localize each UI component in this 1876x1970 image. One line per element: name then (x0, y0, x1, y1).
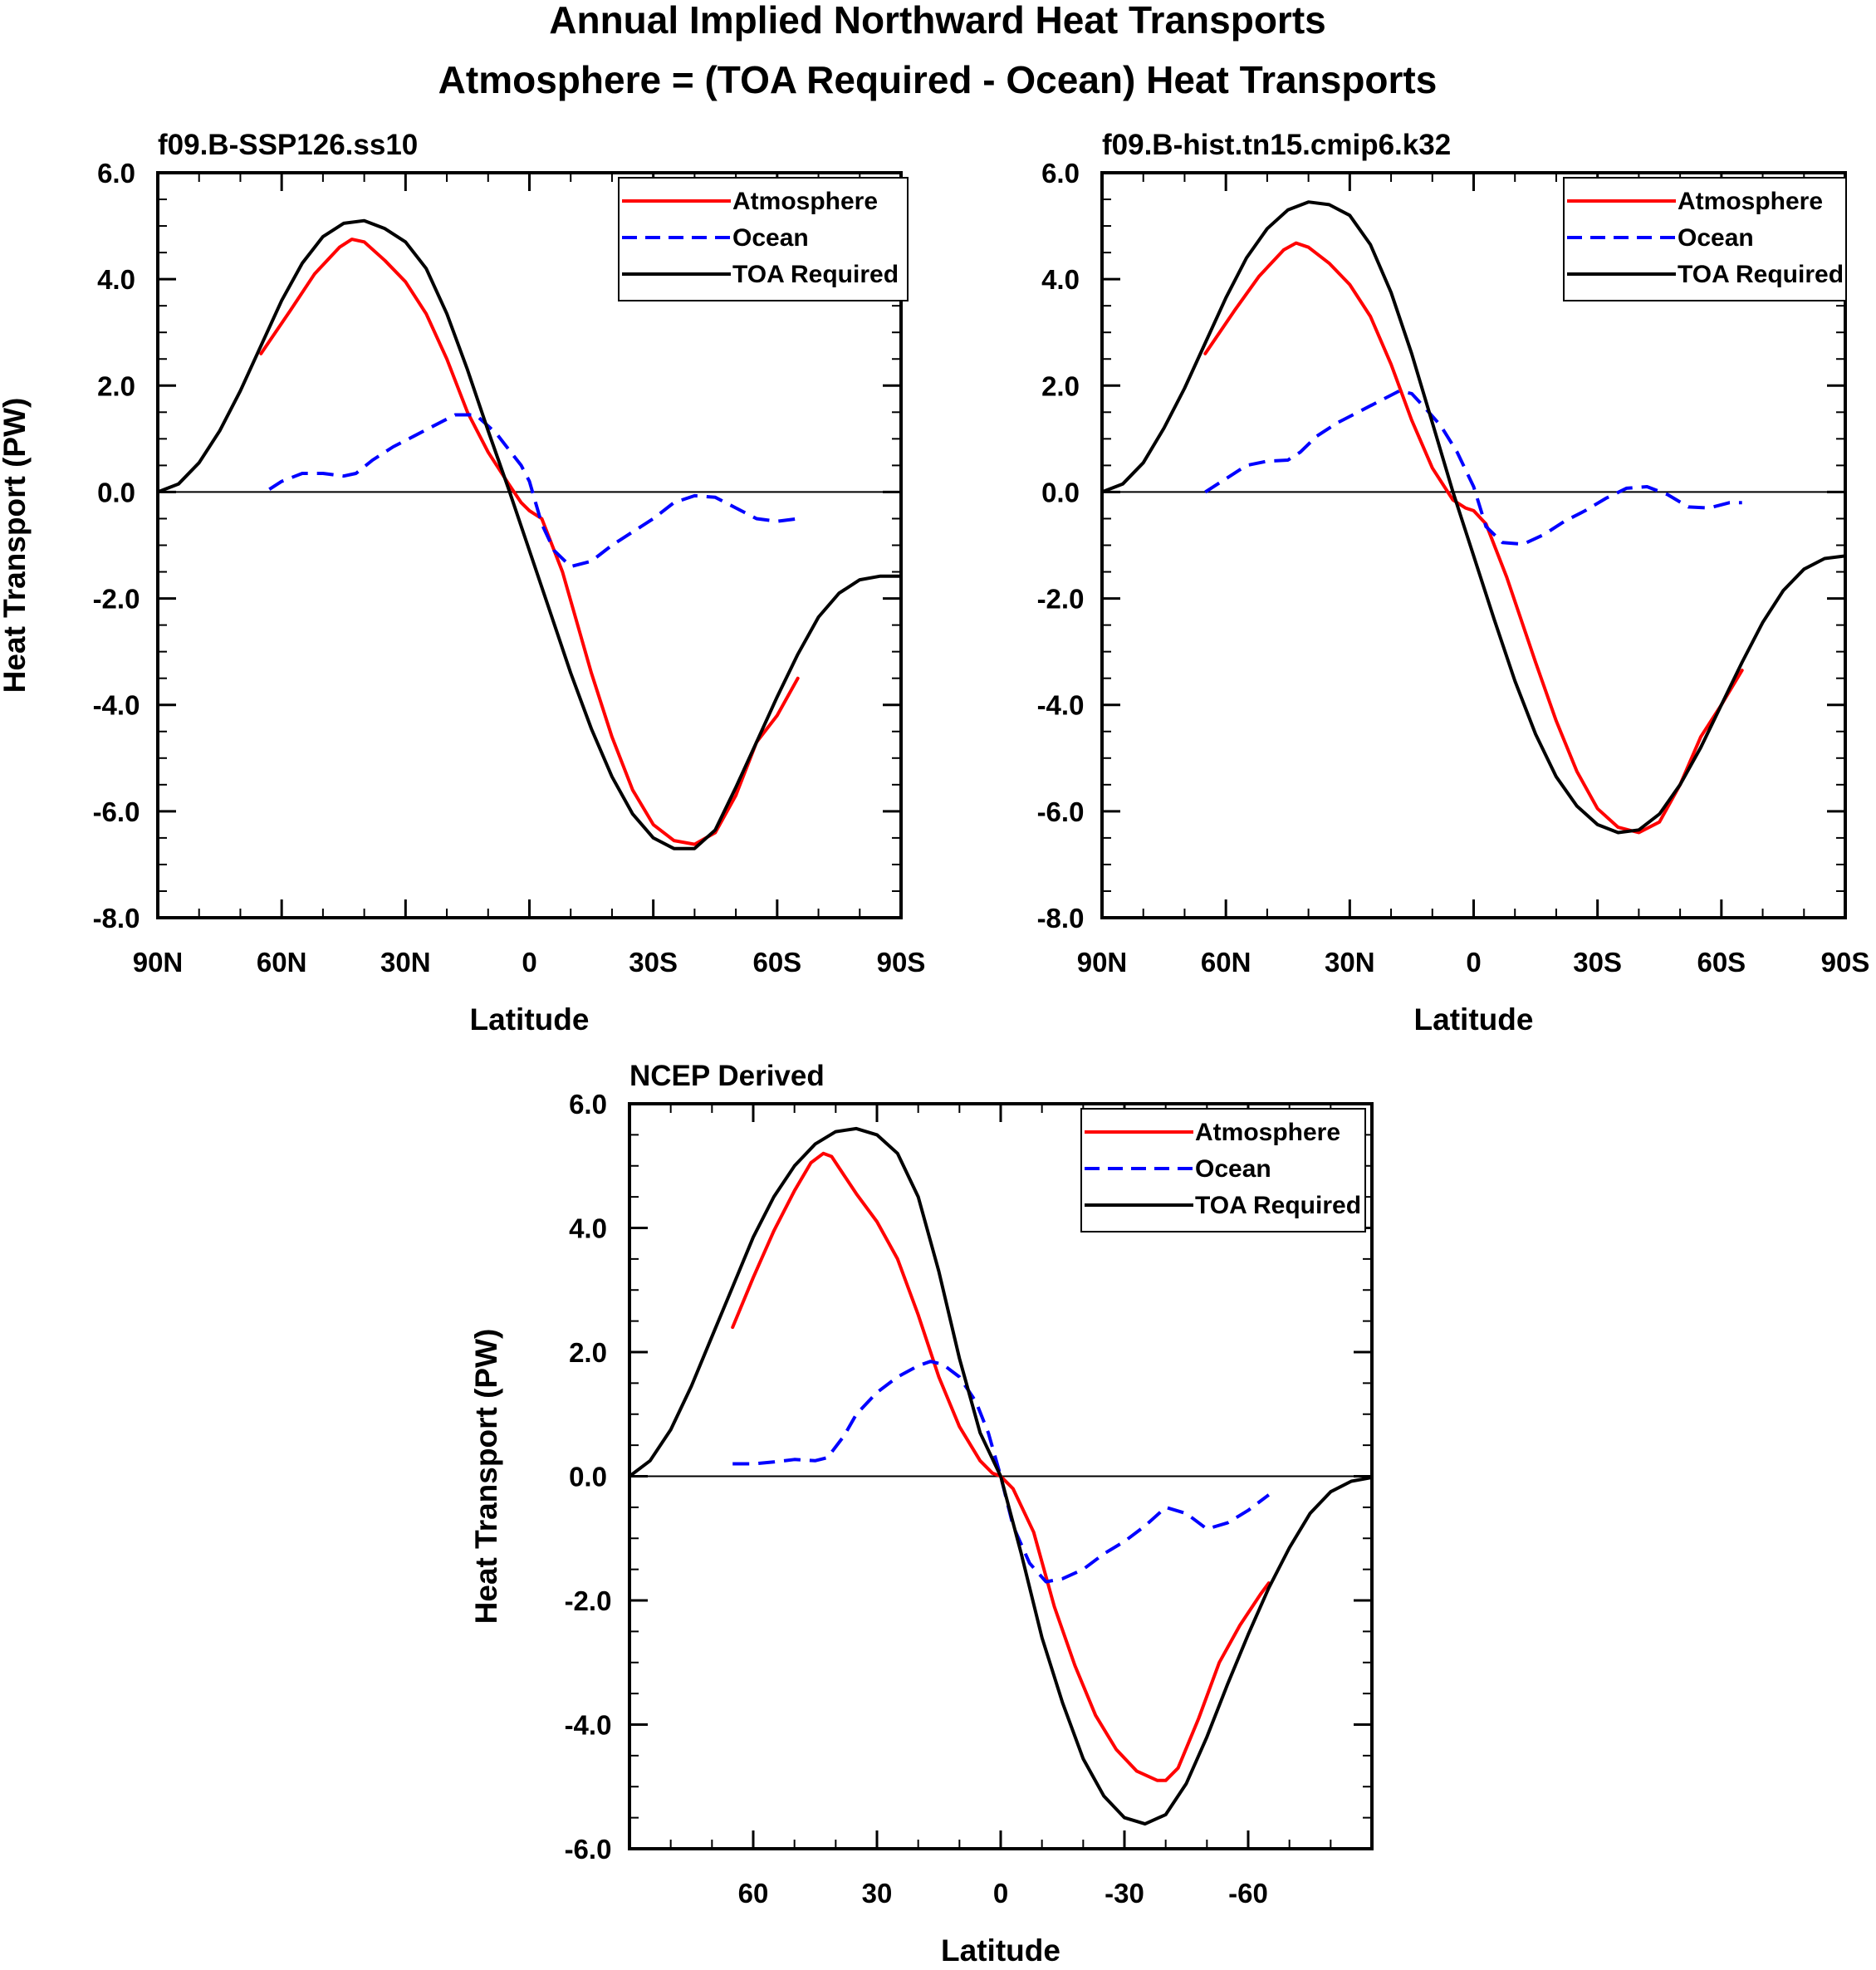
panel-ncep-derived: 6.0 4.0 2.0 0.0 -2.0 -4.0 -6.0 60 30 0 -30 -60 Latit… (469, 1060, 1374, 1968)
y-tick-label: -2.0 (565, 1585, 612, 1616)
y-tick-label: -6.0 (1037, 796, 1085, 827)
x-tick-label: 60S (752, 947, 801, 978)
panel-title: f09.B-hist.tn15.cmip6.k32 (1102, 129, 1451, 161)
legend-label: Ocean (1678, 224, 1754, 252)
x-tick-label: 30S (629, 947, 678, 978)
x-tick-label: 90S (1821, 947, 1870, 978)
x-tick-label: 0 (993, 1878, 1008, 1909)
y-tick-label: -2.0 (93, 584, 140, 615)
panel-hist-cmip6: 6.0 4.0 2.0 0.0 -2.0 -4.0 -6.0 -8.0 90N 60N 30N 0 30… (1037, 129, 1870, 1036)
y-tick-label: 0.0 (97, 477, 135, 507)
y-tick-label: 0.0 (569, 1462, 607, 1492)
y-tick-label: -4.0 (1037, 690, 1085, 721)
legend-label: TOA Required (1678, 261, 1844, 288)
x-tick-label: 60S (1697, 947, 1746, 978)
figure-title-line2: Atmosphere = (TOA Required - Ocean) Heat… (438, 58, 1438, 101)
x-tick-label: 90N (1077, 947, 1128, 978)
y-tick-label: 6.0 (97, 158, 135, 189)
y-tick-label: -8.0 (93, 903, 140, 934)
toa-required-line (158, 218, 901, 850)
legend-label: Atmosphere (1678, 188, 1823, 215)
y-tick-label: 2.0 (1041, 370, 1080, 401)
x-tick-label: 30N (1325, 947, 1375, 978)
x-axis-label: Latitude (1414, 1002, 1534, 1036)
legend-label: Atmosphere (1195, 1119, 1340, 1146)
legend-box (618, 177, 909, 301)
toa-required-line (629, 1126, 1372, 1826)
x-tick-label: 60 (738, 1878, 769, 1909)
y-tick-label: -4.0 (565, 1710, 612, 1741)
panel-ssp126: 6.0 4.0 2.0 0.0 -2.0 -4.0 -6.0 -8.0 90N 60N 30N 0 30… (0, 129, 925, 1036)
legend-label: TOA Required (1195, 1192, 1361, 1219)
y-axis-label: Heat Transport (PW) (0, 398, 32, 693)
y-axis-label: Heat Transport (PW) (469, 1329, 503, 1625)
x-tick-label: -30 (1105, 1878, 1144, 1909)
x-tick-label: 0 (1466, 947, 1481, 978)
x-axis-label: Latitude (941, 1933, 1060, 1968)
panel-title: f09.B-SSP126.ss10 (158, 129, 418, 161)
y-tick-label: -4.0 (93, 690, 140, 721)
panel-title: NCEP Derived (629, 1060, 825, 1092)
x-tick-label: 90S (877, 947, 926, 978)
legend-label: Ocean (1195, 1155, 1271, 1183)
atmosphere-line (259, 238, 800, 846)
x-tick-label: 60N (257, 947, 307, 978)
y-tick-label: 6.0 (1041, 158, 1080, 189)
y-tick-label: 6.0 (569, 1089, 607, 1120)
legend-box (1080, 1108, 1366, 1232)
x-tick-label: 30N (380, 947, 431, 978)
x-tick-label: 0 (522, 947, 536, 978)
x-tick-label: 60N (1201, 947, 1251, 978)
ocean-line (1204, 389, 1742, 546)
y-tick-label: 4.0 (97, 264, 135, 295)
y-tick-label: 2.0 (569, 1337, 607, 1368)
atmosphere-line (731, 1151, 1271, 1782)
x-axis-label: Latitude (470, 1002, 590, 1036)
y-tick-label: -6.0 (93, 796, 140, 827)
y-tick-label: -2.0 (1037, 584, 1085, 615)
atmosphere-line (1203, 241, 1744, 835)
legend-label: TOA Required (732, 261, 899, 288)
toa-required-line (1102, 200, 1845, 835)
x-tick-label: 90N (133, 947, 184, 978)
legend-box (1563, 177, 1847, 301)
ocean-line (268, 413, 798, 569)
legend-label: Ocean (732, 224, 809, 252)
x-tick-label: 30 (862, 1878, 893, 1909)
y-tick-label: 0.0 (1041, 477, 1080, 507)
y-tick-label: -6.0 (565, 1834, 612, 1865)
ocean-line (732, 1360, 1271, 1584)
y-tick-label: 4.0 (569, 1213, 607, 1244)
x-tick-label: -60 (1228, 1878, 1268, 1909)
figure-title-line1: Annual Implied Northward Heat Transports (549, 0, 1325, 42)
y-tick-label: 2.0 (97, 370, 135, 401)
legend-label: Atmosphere (732, 188, 878, 215)
y-tick-label: -8.0 (1037, 903, 1085, 934)
y-tick-label: 4.0 (1041, 264, 1080, 295)
x-tick-label: 30S (1573, 947, 1622, 978)
